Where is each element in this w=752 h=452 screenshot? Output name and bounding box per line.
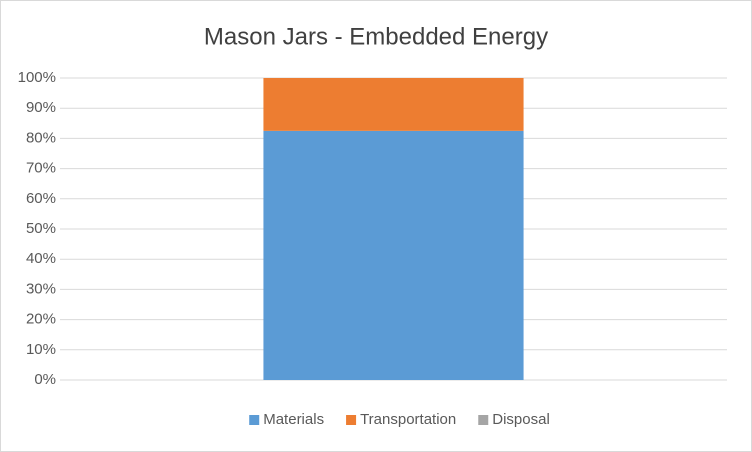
- legend-label: Transportation: [360, 411, 456, 428]
- bar-segment: [263, 130, 524, 380]
- y-tick-label: 20%: [26, 311, 56, 328]
- chart-title: Mason Jars - Embedded Energy: [204, 23, 548, 50]
- legend-label: Materials: [263, 411, 324, 428]
- y-tick-label: 80%: [26, 129, 56, 146]
- legend-swatch: [478, 415, 489, 425]
- y-tick-label: 70%: [26, 160, 56, 177]
- legend-swatch: [346, 415, 357, 425]
- legend-label: Disposal: [492, 411, 550, 428]
- y-tick-label: 50%: [26, 220, 56, 237]
- y-tick-label: 90%: [26, 99, 56, 116]
- y-tick-label: 40%: [26, 250, 56, 267]
- y-tick-label: 100%: [18, 69, 56, 86]
- y-tick-label: 60%: [26, 190, 56, 207]
- y-tick-label: 10%: [26, 341, 56, 358]
- y-tick-label: 30%: [26, 280, 56, 297]
- y-tick-label: 0%: [34, 371, 56, 388]
- bar-segment: [263, 78, 524, 131]
- legend-swatch: [249, 415, 260, 425]
